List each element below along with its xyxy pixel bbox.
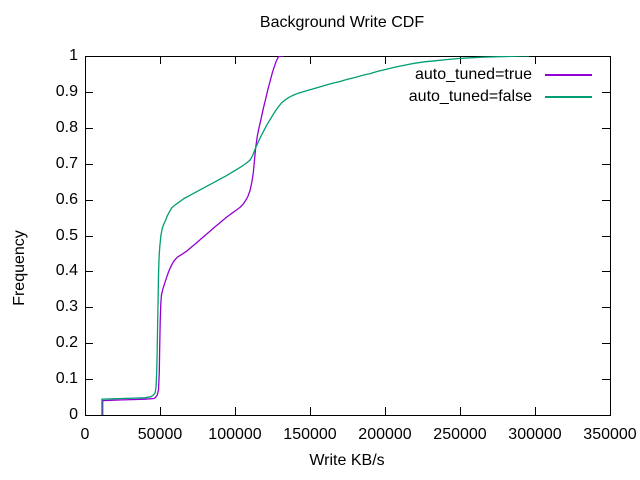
y-tick-label: 0.5 xyxy=(55,226,78,244)
legend-label: auto_tuned=true xyxy=(415,66,532,83)
y-tick-label: 0.8 xyxy=(55,118,78,136)
y-tick-label: 0.1 xyxy=(55,370,78,388)
chart-title: Background Write CDF xyxy=(259,14,425,31)
plot-border xyxy=(85,56,611,416)
legend-item: auto_tuned=true xyxy=(409,64,592,86)
cdf-line-auto-tuned-true xyxy=(102,56,284,415)
y-tick-label: 0.2 xyxy=(55,334,78,352)
y-tick-label: 0.3 xyxy=(55,298,78,316)
legend-label: auto_tuned=false xyxy=(408,88,532,105)
legend-item: auto_tuned=false xyxy=(409,86,592,108)
y-tick-label: 1 xyxy=(69,47,78,64)
x-axis-title: Write KB/s xyxy=(309,452,385,469)
y-tick-label: 0.9 xyxy=(55,82,78,100)
cdf-line-auto-tuned-false xyxy=(101,56,529,415)
y-tick-label: 0.6 xyxy=(55,190,78,208)
legend-line-sample xyxy=(545,74,592,76)
x-tick-label: 350000 xyxy=(583,426,637,443)
y-tick-label: 0.4 xyxy=(55,262,78,280)
x-tick-label: 0 xyxy=(80,426,90,443)
x-tick-label: 50000 xyxy=(137,426,183,443)
legend: auto_tuned=true auto_tuned=false xyxy=(409,64,592,108)
y-tick-label: 0.7 xyxy=(55,154,78,172)
x-tick-label: 200000 xyxy=(358,426,412,443)
x-tick-label: 300000 xyxy=(508,426,562,443)
x-tick-label: 250000 xyxy=(433,426,487,443)
y-tick-label: 0 xyxy=(69,406,78,423)
plot-area xyxy=(85,56,611,416)
y-axis-title: Frequency xyxy=(11,230,28,306)
legend-line-sample xyxy=(545,96,592,98)
x-tick-label: 100000 xyxy=(208,426,262,443)
x-tick-label: 150000 xyxy=(283,426,337,443)
